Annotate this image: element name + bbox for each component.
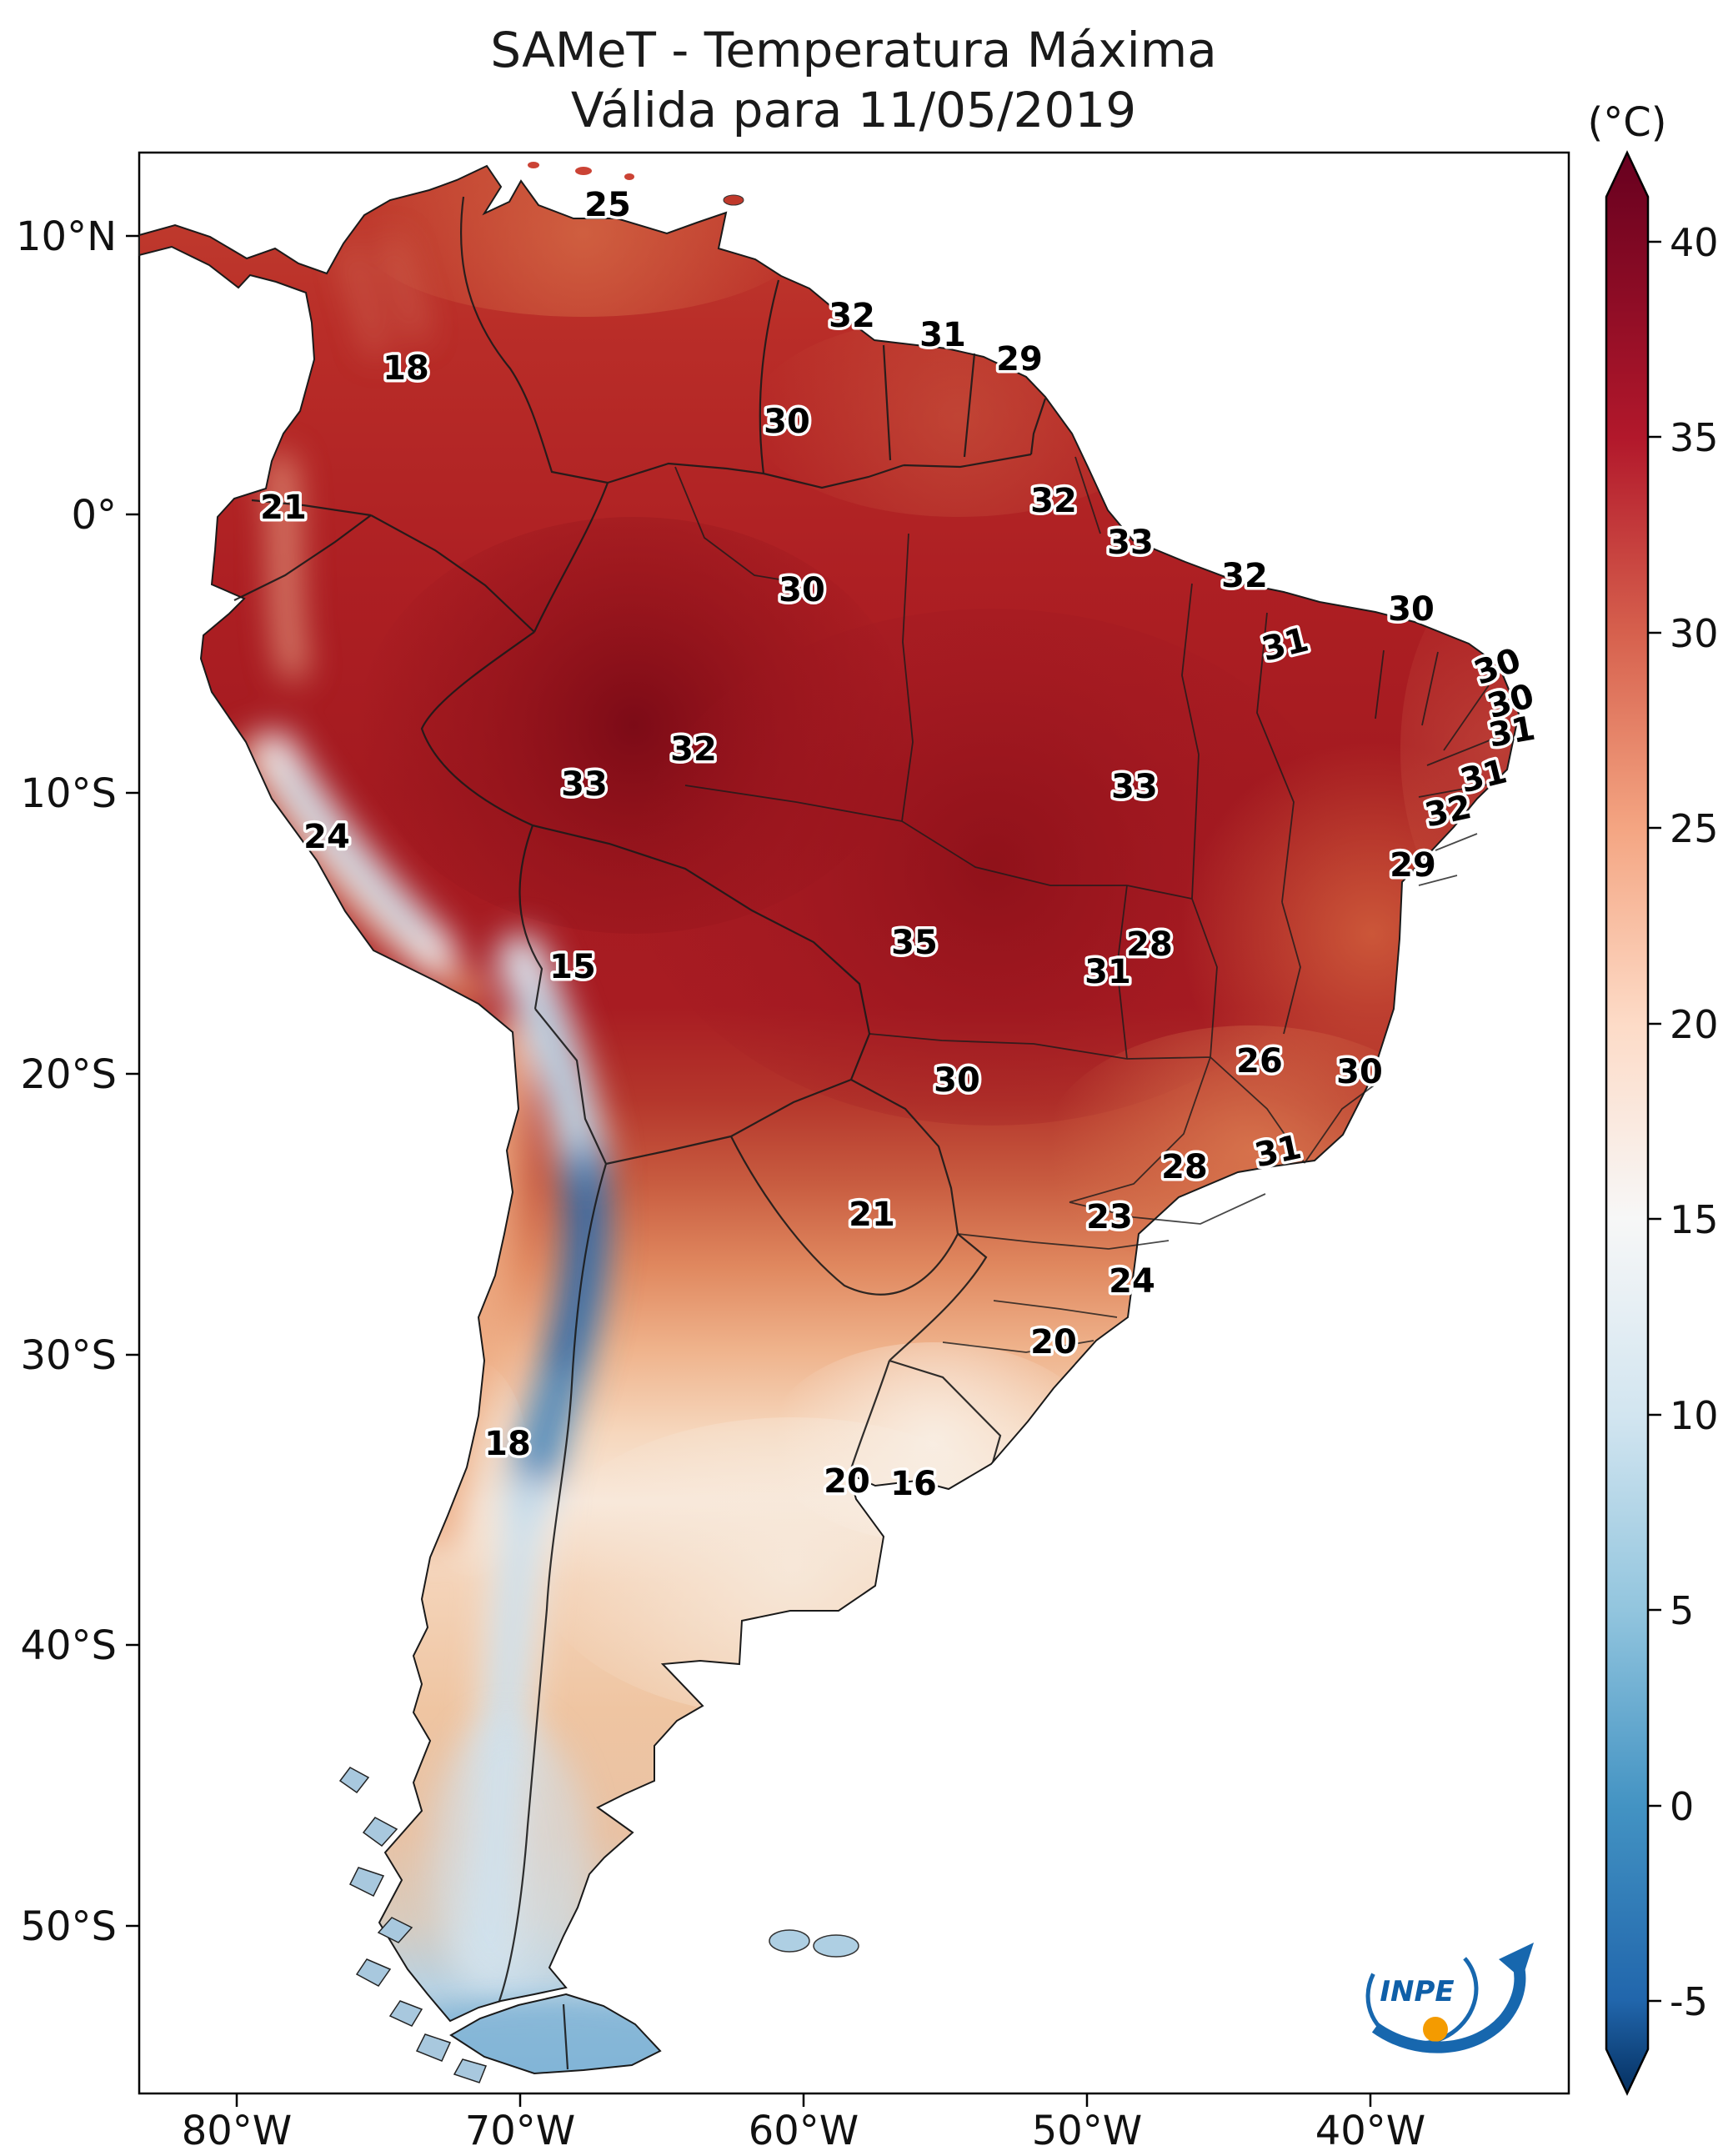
temp-value-label: 31	[919, 316, 966, 354]
colorbar-tick-label: 0	[1670, 1784, 1694, 1829]
colorbar-tick-label: 25	[1670, 806, 1719, 851]
temp-value-label: 20	[824, 1462, 870, 1501]
temp-value-label: 30	[934, 1061, 980, 1100]
inpe-logo-text: INPE	[1380, 1975, 1454, 2008]
temp-value-label: 24	[303, 818, 350, 856]
inpe-logo: INPE	[1365, 1939, 1534, 2053]
fjord-islets	[338, 1767, 488, 2083]
colorbar-ticks: 40 35 30 25 20 15 10 5 0 -5	[1648, 220, 1719, 2024]
temp-value-label: 33	[1111, 768, 1158, 806]
colorbar-tick-label: 5	[1670, 1588, 1694, 1633]
lat-tick-label: 20°S	[20, 1051, 117, 1098]
lat-tick-label: 10°N	[16, 213, 117, 260]
colorbar-tick-label: 10	[1670, 1393, 1719, 1438]
temp-value-label: 15	[549, 948, 596, 986]
temp-value-label: 32	[1221, 557, 1268, 595]
colorbar-unit-label: (°C)	[1588, 99, 1667, 146]
colorbar-bar	[1605, 150, 1650, 2096]
temp-value-label: 21	[260, 489, 307, 527]
lon-tick-label: 50°W	[1032, 2108, 1143, 2154]
colorbar-tick-label: 20	[1670, 1002, 1719, 1047]
temp-value-label: 21	[849, 1196, 895, 1234]
falkland-east-island	[813, 1934, 859, 1958]
colorbar-tick-label: -5	[1670, 1979, 1708, 2024]
islands	[338, 162, 859, 2083]
state-borders	[674, 456, 1503, 1353]
temp-value-label: 32	[829, 297, 875, 335]
temp-value-label: 29	[996, 340, 1043, 379]
temp-value-label: 30	[1336, 1053, 1383, 1091]
temp-value-label: 33	[561, 765, 608, 804]
temp-value-label: 23	[1086, 1198, 1133, 1236]
lat-tick-label: 10°S	[20, 770, 117, 817]
temp-value-label: 31	[1084, 953, 1131, 991]
temp-value-label: 30	[1388, 590, 1435, 629]
temp-value-label: 26	[1236, 1042, 1283, 1081]
lon-tick-label: 80°W	[182, 2108, 293, 2154]
temp-value-label: 25	[584, 186, 631, 224]
lat-tick-label: 50°S	[20, 1903, 117, 1950]
figure-subtitle: Válida para 11/05/2019	[571, 82, 1136, 138]
temp-value-label: 32	[670, 730, 717, 769]
longitude-axis: 80°W 70°W 60°W 50°W 40°W	[182, 2093, 1426, 2154]
temp-value-label: 28	[1161, 1148, 1208, 1186]
temp-value-label: 18	[383, 349, 429, 388]
temp-value-label: 24	[1109, 1262, 1155, 1301]
colorbar-tick-label: 40	[1670, 220, 1719, 265]
lon-tick-label: 70°W	[465, 2108, 576, 2154]
temp-value-label: 30	[779, 571, 825, 609]
colorbar: 40 35 30 25 20 15 10 5 0 -5	[1605, 150, 1719, 2096]
latitude-axis: 10°N 0° 10°S 20°S 30°S 40°S 50°S	[16, 213, 139, 1950]
lon-tick-label: 60°W	[749, 2108, 859, 2154]
colorbar-tick-label: 30	[1670, 611, 1719, 656]
temp-value-label: 16	[890, 1465, 937, 1503]
falkland-west-island	[769, 1929, 810, 1953]
temp-value-label: 20	[1030, 1323, 1077, 1361]
temp-value-label: 29	[1390, 846, 1436, 885]
inpe-orange-dot	[1423, 2017, 1448, 2042]
temp-value-label: 32	[1030, 482, 1077, 520]
temp-value-label: 30	[764, 403, 810, 441]
lat-tick-label: 30°S	[20, 1332, 117, 1379]
inpe-arrow-head	[1499, 1943, 1534, 1979]
temp-value-label: 18	[484, 1425, 531, 1463]
lat-tick-label: 40°S	[20, 1622, 117, 1669]
temp-value-label: 31	[1485, 709, 1538, 755]
colorbar-tick-label: 35	[1670, 415, 1719, 460]
temp-value-label: 33	[1107, 524, 1154, 562]
figure-title: SAMeT - Temperatura Máxima	[490, 22, 1217, 78]
colorbar-tick-label: 15	[1670, 1197, 1719, 1242]
country-borders	[233, 196, 1047, 2070]
lon-tick-label: 40°W	[1315, 2108, 1426, 2154]
temp-value-label: 28	[1126, 925, 1173, 964]
lat-tick-label: 0°	[71, 492, 117, 539]
temp-value-label: 35	[891, 924, 938, 962]
coastline	[138, 164, 1520, 2075]
